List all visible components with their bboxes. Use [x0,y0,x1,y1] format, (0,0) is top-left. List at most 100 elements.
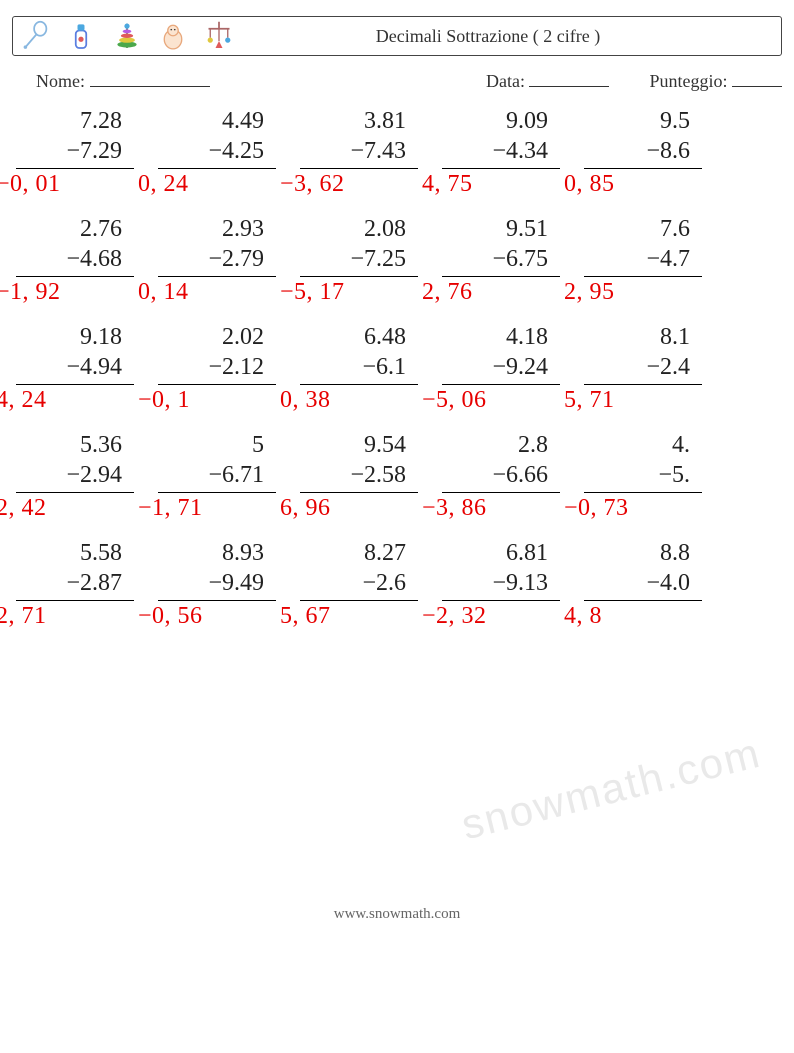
problem-cell: 2.08−7.25−5, 17 [300,214,442,322]
problem: 4.−5.−0, 73 [584,430,702,522]
minuend: 5.36 [16,430,134,460]
problem: 8.8−4.04, 8 [584,538,702,630]
minuend: 9.18 [16,322,134,352]
subtrahend: −6.75 [442,244,560,277]
subtrahend: −2.94 [16,460,134,493]
problem-row: 5.36−2.942, 42 5−6.71−1, 719.54−2.586, 96… [16,430,726,538]
answer: 2, 95 [564,277,702,306]
answer: 4, 75 [422,169,560,198]
answer: −2, 32 [422,601,560,630]
problem: 2.02−2.12−0, 1 [158,322,276,414]
problem: 9.51−6.752, 76 [442,214,560,306]
worksheet-title: Decimali Sottrazione ( 2 cifre ) [233,26,773,47]
subtrahend: −9.49 [158,568,276,601]
problem: 6.81−9.13−2, 32 [442,538,560,630]
problem: 6.48−6.10, 38 [300,322,418,414]
subtrahend: −5. [584,460,702,493]
answer: −0, 01 [0,169,134,198]
header-bar: Decimali Sottrazione ( 2 cifre ) [12,16,782,56]
problem: 4.18−9.24−5, 06 [442,322,560,414]
minuend: 9.09 [442,106,560,136]
problem: 7.6−4.72, 95 [584,214,702,306]
answer: −5, 17 [280,277,418,306]
minuend: 3.81 [300,106,418,136]
problem-cell: 4.−5.−0, 73 [584,430,726,538]
date-underline [529,70,609,87]
subtrahend: −4.25 [158,136,276,169]
minuend: 5.58 [16,538,134,568]
problem: 2.08−7.25−5, 17 [300,214,418,306]
problem-cell: 7.28−7.29−0, 01 [16,106,158,214]
answer: 0, 14 [138,277,276,306]
problem-cell: 7.6−4.72, 95 [584,214,726,322]
bottle-icon [67,20,95,52]
answer: −0, 56 [138,601,276,630]
problem-cell: 5−6.71−1, 71 [158,430,300,538]
minuend: 2.02 [158,322,276,352]
subtrahend: −2.6 [300,568,418,601]
subtrahend: −4.68 [16,244,134,277]
problem-cell: 6.81−9.13−2, 32 [442,538,584,646]
subtrahend: −4.94 [16,352,134,385]
minuend: 8.8 [584,538,702,568]
problems-grid: 7.28−7.29−0, 01 4.49−4.250, 243.81−7.43−3… [16,106,794,646]
problem-row: 2.76−4.68−1, 92 2.93−2.790, 14 2.08−7.25−5… [16,214,726,322]
answer: 0, 85 [564,169,702,198]
problem: 9.18−4.944, 24 [16,322,134,414]
problem: 9.54−2.586, 96 [300,430,418,522]
problem: 2.93−2.790, 14 [158,214,276,306]
name-field: Nome: [36,70,486,92]
problem: 7.28−7.29−0, 01 [16,106,134,198]
problem-cell: 3.81−7.43−3, 62 [300,106,442,214]
minuend: 8.27 [300,538,418,568]
problem: 3.81−7.43−3, 62 [300,106,418,198]
minuend: 4. [584,430,702,460]
problem-row: 7.28−7.29−0, 01 4.49−4.250, 243.81−7.43−3… [16,106,726,214]
score-label: Punteggio: [649,71,727,91]
problem: 9.5−8.60, 85 [584,106,702,198]
problem-cell: 2.8−6.66−3, 86 [442,430,584,538]
problem-row: 5.58−2.872, 718.93−9.49−0, 56 8.27−2.65, … [16,538,726,646]
watermark: snowmath.com [456,729,765,850]
answer: −1, 71 [138,493,276,522]
problem-cell: 6.48−6.10, 38 [300,322,442,430]
problem-cell: 5.36−2.942, 42 [16,430,158,538]
problem-cell: 2.02−2.12−0, 1 [158,322,300,430]
problem-cell: 9.09−4.344, 75 [442,106,584,214]
answer: 0, 38 [280,385,418,414]
answer: 2, 76 [422,277,560,306]
mobile-icon [205,20,233,52]
problem: 2.76−4.68−1, 92 [16,214,134,306]
problem: 8.93−9.49−0, 56 [158,538,276,630]
icon-row [21,20,233,52]
problem-cell: 9.5−8.60, 85 [584,106,726,214]
problem-cell: 2.76−4.68−1, 92 [16,214,158,322]
footer-url: www.snowmath.com [0,906,794,963]
problem-cell: 4.49−4.250, 24 [158,106,300,214]
problem-cell: 2.93−2.790, 14 [158,214,300,322]
subtrahend: −6.1 [300,352,418,385]
answer: 5, 67 [280,601,418,630]
name-underline [90,70,210,87]
minuend: 6.48 [300,322,418,352]
subtrahend: −4.34 [442,136,560,169]
problem-cell: 5.58−2.872, 71 [16,538,158,646]
minuend: 2.8 [442,430,560,460]
answer: −3, 62 [280,169,418,198]
problem-cell: 4.18−9.24−5, 06 [442,322,584,430]
subtrahend: −2.58 [300,460,418,493]
problem: 5.36−2.942, 42 [16,430,134,522]
minuend: 2.08 [300,214,418,244]
meta-row: Nome: Data: Punteggio: [36,70,782,92]
problem: 9.09−4.344, 75 [442,106,560,198]
problems-table: 7.28−7.29−0, 01 4.49−4.250, 243.81−7.43−3… [16,106,726,646]
answer: 0, 24 [138,169,276,198]
problem: 8.27−2.65, 67 [300,538,418,630]
minuend: 2.93 [158,214,276,244]
answer: −3, 86 [422,493,560,522]
problem: 8.1−2.45, 71 [584,322,702,414]
problem-row: 9.18−4.944, 24 2.02−2.12−0, 1 6.48−6.10, 3… [16,322,726,430]
subtrahend: −8.6 [584,136,702,169]
answer: −0, 73 [564,493,702,522]
minuend: 7.28 [16,106,134,136]
